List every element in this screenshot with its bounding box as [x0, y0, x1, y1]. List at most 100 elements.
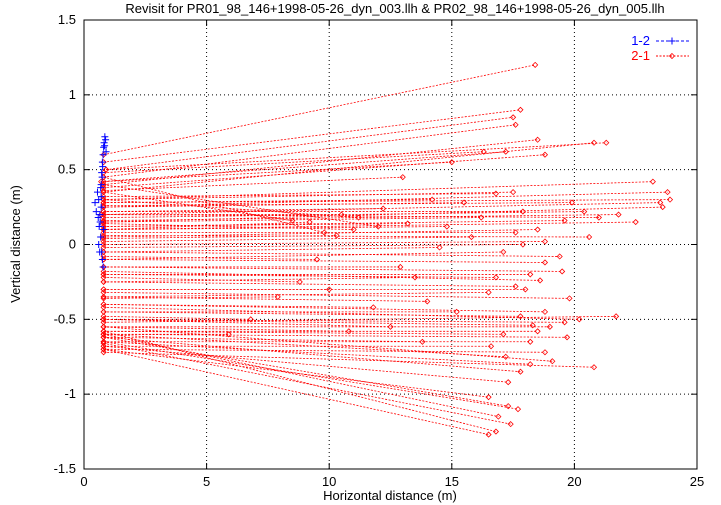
series-2-1-segment — [100, 338, 522, 413]
series-2-1-segment — [100, 343, 512, 386]
series-2-1-segment — [100, 301, 377, 311]
data-point — [517, 106, 524, 113]
data-point — [99, 151, 107, 159]
data-point — [100, 211, 107, 218]
series-2-1-segment — [100, 196, 436, 206]
x-tick-label: 15 — [445, 474, 459, 489]
data-point — [448, 159, 455, 166]
chart-title: Revisit for PR01_98_146+1998-05-26_dyn_0… — [125, 1, 664, 16]
series-line — [103, 202, 572, 206]
data-point — [102, 136, 110, 144]
y-axis-label: Vertical distance (m) — [8, 185, 23, 303]
x-tick-label: 5 — [203, 474, 210, 489]
data-point — [512, 283, 519, 290]
series-line — [103, 259, 545, 263]
data-point — [95, 241, 103, 248]
series-2-1-segment — [100, 286, 333, 293]
series-line — [103, 336, 521, 373]
data-point — [487, 343, 495, 350]
data-point — [100, 196, 107, 203]
data-point — [333, 232, 340, 239]
data-point — [532, 61, 539, 68]
series-line — [103, 223, 354, 230]
data-point — [96, 248, 104, 256]
data-point — [613, 313, 620, 320]
data-point — [492, 428, 500, 435]
series-line — [103, 274, 496, 278]
series-line — [103, 348, 545, 353]
series-line — [103, 208, 384, 212]
series-2-1-segment — [100, 238, 549, 248]
data-point — [338, 211, 345, 218]
data-point — [659, 204, 666, 211]
data-point — [100, 202, 107, 209]
data-point — [97, 193, 105, 201]
data-point — [100, 232, 107, 239]
series-line — [101, 202, 661, 215]
series-2-1-segment — [100, 174, 406, 194]
data-point — [527, 271, 534, 278]
series-line — [103, 345, 509, 383]
series-2-1-segment — [100, 205, 387, 215]
series-line — [103, 214, 599, 218]
series-line — [103, 220, 565, 227]
series-line — [103, 336, 509, 407]
data-point — [632, 218, 639, 226]
data-point — [517, 368, 524, 375]
series-line — [103, 348, 489, 398]
data-point — [529, 322, 536, 329]
data-point — [510, 189, 517, 196]
data-point — [568, 199, 576, 206]
data-point — [100, 217, 107, 224]
data-point — [664, 189, 671, 196]
data-point — [534, 136, 541, 143]
series-line — [103, 341, 519, 410]
data-point — [436, 244, 443, 251]
series-2-1-segment — [100, 271, 534, 278]
data-point — [478, 214, 485, 221]
series-line — [103, 184, 379, 227]
series-line — [103, 311, 521, 317]
data-point — [561, 217, 568, 224]
series-2-1-segment — [100, 346, 492, 438]
data-point — [92, 208, 100, 216]
data-point — [510, 114, 517, 121]
series-line — [103, 281, 516, 287]
data-point — [100, 328, 107, 335]
data-point — [91, 199, 99, 207]
series-2-1-segment — [100, 229, 519, 236]
series-2-1-segment — [100, 304, 583, 323]
series-line — [103, 211, 585, 218]
series-2-1-segment — [100, 271, 500, 281]
data-point — [100, 346, 107, 353]
y-tick-label: 1.5 — [58, 12, 76, 27]
series-2-1-segment — [100, 61, 539, 158]
series-line — [103, 223, 408, 227]
series-line — [103, 151, 484, 174]
series-line — [103, 330, 504, 335]
data-point — [98, 255, 106, 263]
data-point — [99, 263, 107, 271]
data-point — [100, 226, 108, 234]
data-point — [556, 253, 563, 260]
series-2-1-segment — [100, 268, 544, 284]
series-line — [103, 277, 300, 283]
data-point — [100, 338, 107, 345]
data-point — [404, 220, 411, 227]
data-point — [502, 148, 509, 155]
series-line — [103, 333, 506, 358]
data-point — [225, 331, 232, 338]
data-point — [100, 313, 107, 320]
data-point — [453, 308, 460, 315]
x-ticks: 0 5 10 15 20 25 — [80, 20, 704, 489]
data-point — [306, 218, 313, 226]
series-line — [103, 318, 391, 328]
data-point — [443, 223, 450, 230]
series-line — [103, 351, 595, 368]
series-line — [103, 348, 489, 435]
y-tick-label: 0 — [69, 237, 76, 252]
series-line — [103, 318, 533, 326]
data-point — [485, 394, 492, 401]
data-point — [424, 298, 431, 305]
